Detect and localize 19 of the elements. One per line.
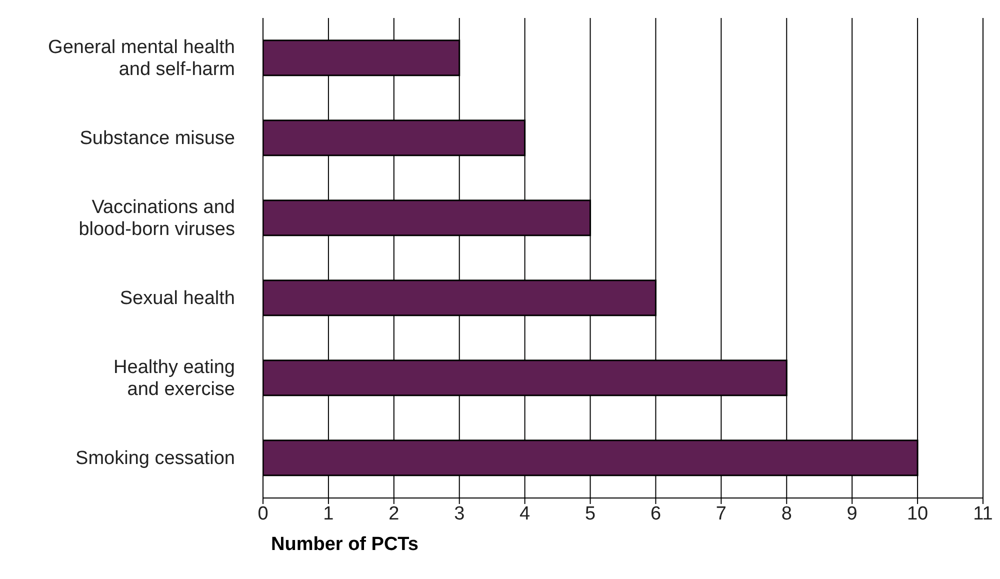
x-tick-label: 10 xyxy=(906,503,928,524)
x-tick-label: 1 xyxy=(323,503,334,524)
x-tick-label: 6 xyxy=(650,503,662,524)
y-tick-label: Smoking cessation xyxy=(76,448,235,468)
x-tick-label: 8 xyxy=(781,503,792,524)
x-tick-label: 5 xyxy=(584,503,596,524)
y-tick-label: Sexual health xyxy=(120,288,235,308)
x-tick-label: 9 xyxy=(846,503,858,524)
y-tick-label: Healthy eating and exercise xyxy=(114,356,235,400)
x-axis-title: Number of PCTs xyxy=(271,534,418,555)
y-tick-label: Substance misuse xyxy=(80,128,235,148)
x-tick-label: 4 xyxy=(520,503,531,524)
x-tick-label: 2 xyxy=(388,503,400,524)
x-tick-label: 11 xyxy=(973,503,993,524)
y-tick-label: Vaccinations and blood-born viruses xyxy=(78,196,235,240)
x-tick-label: 7 xyxy=(716,503,726,524)
y-tick-label: General mental health and self-harm xyxy=(48,36,235,80)
x-tick-label: 0 xyxy=(258,503,268,524)
x-tick-label: 3 xyxy=(454,503,465,524)
